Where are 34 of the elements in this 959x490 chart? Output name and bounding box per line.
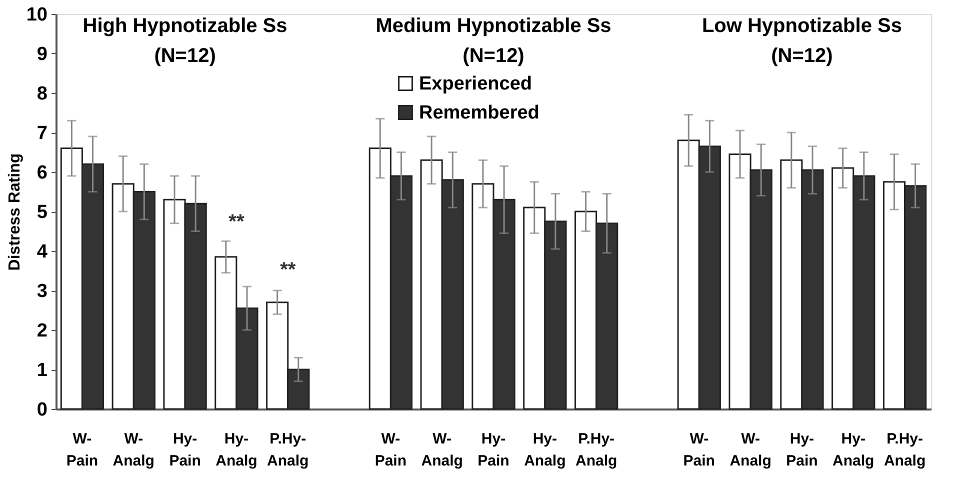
annotation: ** <box>280 259 296 281</box>
y-tick-label: 8 <box>36 84 48 104</box>
x-tick-label: Hy- Pain <box>478 430 510 470</box>
y-tick-label: 1 <box>36 360 48 381</box>
y-tick-label: 10 <box>26 4 48 26</box>
y-tick-label: 2 <box>36 320 48 342</box>
x-tick-label: W- Pain <box>374 430 407 470</box>
y-axis-title: Distress Rating <box>6 153 24 271</box>
x-tick-label: Hy- Pain <box>786 430 818 470</box>
legend-label: Remembered <box>419 102 540 124</box>
x-tick-label: Hy- Pain <box>169 430 201 470</box>
y-tick-label: 9 <box>36 44 48 65</box>
y-tick-label: 0 <box>36 400 48 420</box>
annotation: High Hypnotizable Ss (N=12) <box>82 15 288 67</box>
y-tick-label: 6 <box>36 162 48 184</box>
x-tick-label: P.Hy- Analg <box>884 430 926 470</box>
x-tick-label: W- Analg <box>112 430 154 470</box>
x-tick-label: W- Pain <box>683 430 715 470</box>
x-tick-label: W- Analg <box>421 430 463 470</box>
x-tick-label: W- Pain <box>66 430 98 470</box>
x-tick-label: P.Hy- Analg <box>267 430 309 470</box>
y-tick-label: 5 <box>36 202 48 223</box>
legend-label: Experienced <box>419 74 532 94</box>
annotation: ** <box>228 211 244 233</box>
x-tick-label: Hy- Analg <box>216 430 258 470</box>
y-tick-label: 4 <box>36 242 48 262</box>
x-tick-label: Hy- Analg <box>832 430 874 470</box>
y-tick-label: 7 <box>36 123 48 144</box>
x-tick-label: P.Hy- Analg <box>575 430 618 470</box>
x-tick-label: Hy- Analg <box>524 430 566 470</box>
y-tick-label: 3 <box>36 281 48 302</box>
x-tick-label: W- Analg <box>730 430 772 470</box>
annotation: Medium Hypnotizable Ss (N=12) <box>376 15 612 67</box>
annotation: Low Hypnotizable Ss (N=12) <box>702 15 902 67</box>
